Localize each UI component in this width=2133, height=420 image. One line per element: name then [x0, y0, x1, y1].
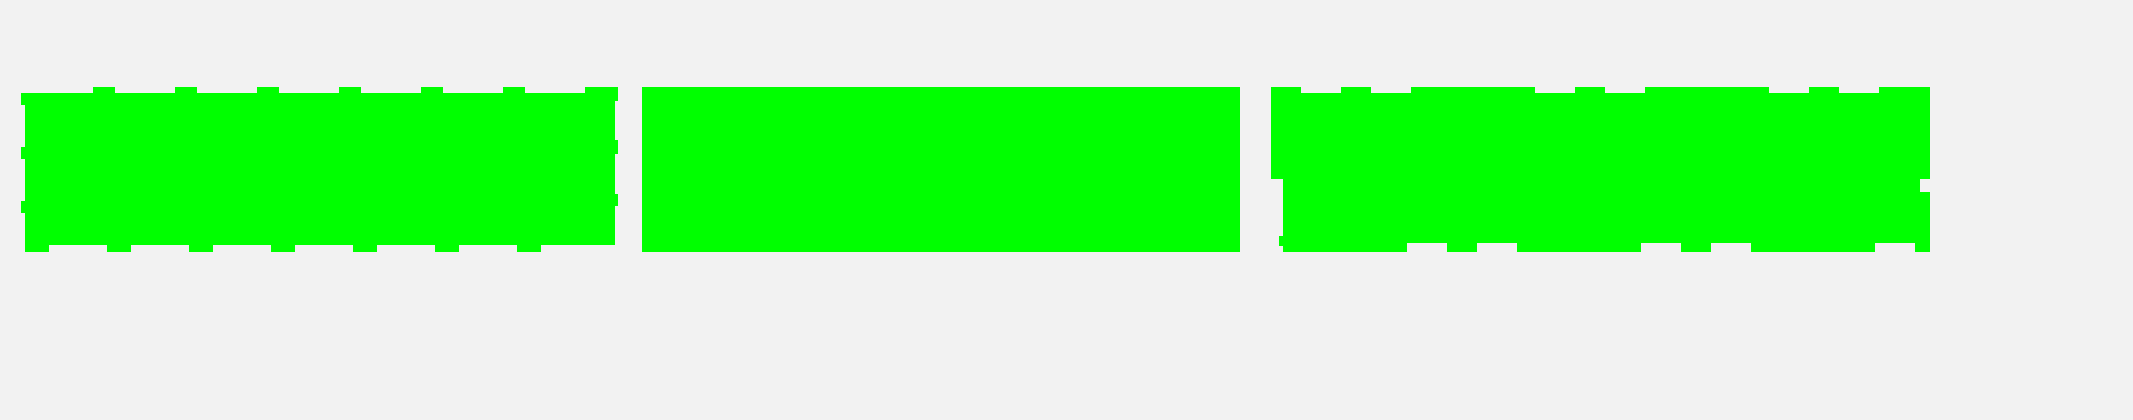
- shape-segment: [175, 87, 197, 95]
- shape-segment: [1879, 87, 1930, 93]
- shape-segment: [25, 244, 49, 252]
- serrated-bar-left-bottom-teeth: [25, 244, 541, 252]
- shape-segment: [339, 87, 361, 95]
- serrated-bar-left-side-teeth: [21, 87, 618, 213]
- shape-segment: [585, 87, 615, 95]
- shape-segment: [21, 147, 27, 159]
- shape-segment: [1681, 242, 1711, 252]
- shape-segment: [435, 244, 459, 252]
- shape-segment: [107, 244, 131, 252]
- shape-segment: [1341, 87, 1371, 93]
- shape-segment: [612, 87, 618, 101]
- shape-segment: [21, 201, 27, 213]
- shape-segment: [1283, 179, 1920, 243]
- shape-segment: [1575, 87, 1605, 93]
- shape-segment: [1645, 87, 1769, 93]
- shape-segment: [93, 87, 115, 95]
- shape-segment: [1809, 87, 1839, 93]
- shape-segment: [1271, 93, 1930, 179]
- shape-segment: [1279, 236, 1285, 246]
- serrated-bar-left-body: [25, 93, 615, 245]
- shape-segment: [257, 87, 279, 95]
- shape-segment: [271, 244, 295, 252]
- shape-segment: [1920, 192, 1930, 244]
- shape-segment: [1915, 242, 1930, 252]
- serrated-bar-left-top-teeth: [93, 87, 615, 95]
- shape-segment: [1751, 242, 1875, 252]
- shape-segment: [612, 194, 618, 206]
- shape-segment: [503, 87, 525, 95]
- stepped-bar-right: [1271, 87, 1930, 252]
- shape-segment: [1447, 242, 1477, 252]
- shape-segment: [421, 87, 443, 95]
- shape-segment: [189, 244, 213, 252]
- shape-segment: [1411, 87, 1535, 93]
- serrated-bar-left: [21, 87, 618, 252]
- shape-segment: [1271, 87, 1301, 93]
- shape-segment: [353, 244, 377, 252]
- shape-segment: [1283, 242, 1407, 252]
- solid-bar-center: [642, 87, 1240, 252]
- shape-segment: [612, 140, 618, 154]
- shape-segment: [1517, 242, 1641, 252]
- shape-segment: [517, 244, 541, 252]
- shape-segment: [21, 93, 27, 105]
